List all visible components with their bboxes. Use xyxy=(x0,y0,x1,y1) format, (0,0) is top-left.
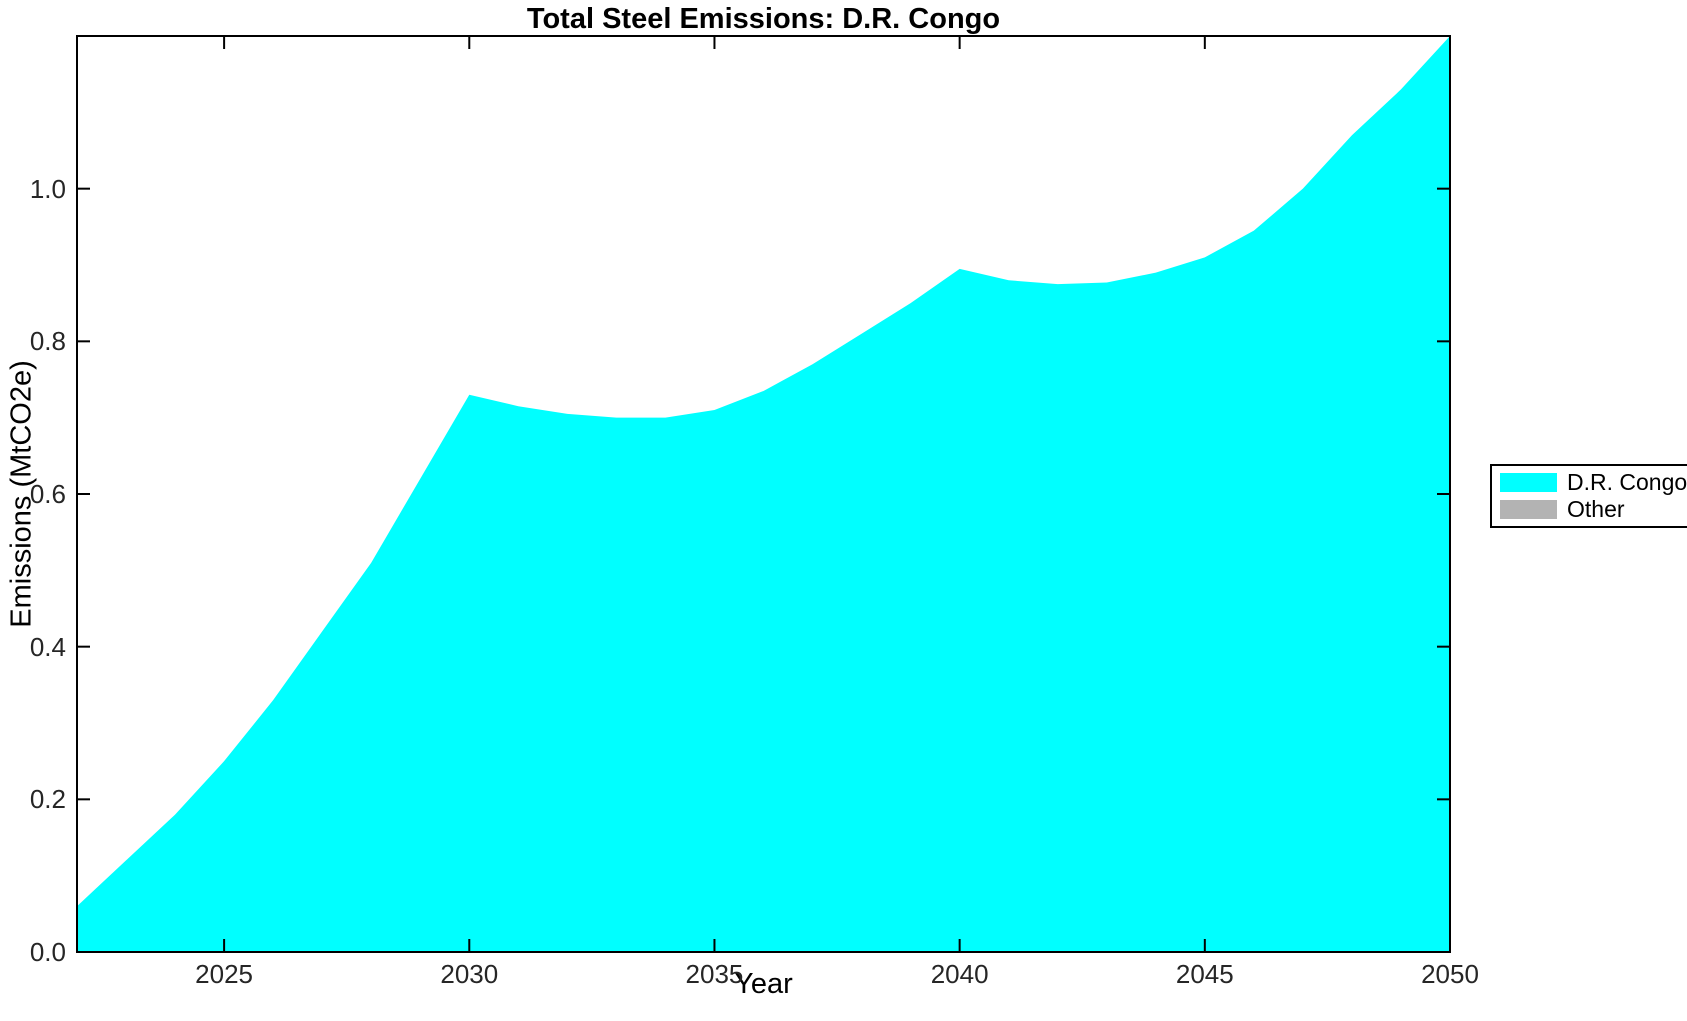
legend-swatch-other xyxy=(1500,500,1557,519)
legend-swatch-dr-congo xyxy=(1500,473,1557,492)
legend-entry-other: Other xyxy=(1500,498,1687,521)
y-tick-label: 0.4 xyxy=(29,631,66,662)
y-tick-label: 1.0 xyxy=(29,173,66,204)
legend-label-dr-congo: D.R. Congo xyxy=(1567,469,1687,495)
y-tick-label: 0.2 xyxy=(29,784,66,815)
legend-entry-dr-congo: D.R. Congo xyxy=(1500,471,1687,494)
x-tick-label: 2025 xyxy=(195,959,254,989)
x-tick-label: 2045 xyxy=(1175,959,1234,989)
x-tick-label: 2050 xyxy=(1421,959,1479,989)
chart-title: Total Steel Emissions: D.R. Congo xyxy=(526,3,1001,35)
legend-label-other: Other xyxy=(1567,496,1625,522)
x-tick-label: 2040 xyxy=(930,959,989,989)
x-tick-label: 2035 xyxy=(685,959,744,989)
area-series-d-r-congo xyxy=(77,36,1450,952)
y-tick-label: 0.8 xyxy=(29,326,66,357)
x-tick-label: 2030 xyxy=(440,959,499,989)
y-tick-label: 0.0 xyxy=(29,937,66,967)
x-axis-label: Year xyxy=(734,968,793,1000)
y-tick-label: 0.6 xyxy=(29,479,66,509)
plot-frame xyxy=(76,35,1451,953)
legend: D.R. Congo Other xyxy=(1490,464,1687,528)
